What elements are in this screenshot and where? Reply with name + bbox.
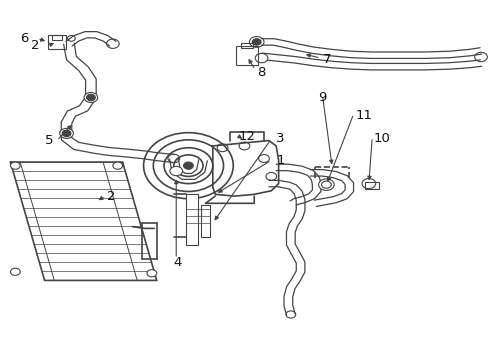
Text: 6: 6 [20, 32, 28, 45]
Circle shape [252, 39, 261, 45]
Circle shape [62, 130, 71, 136]
Text: 7: 7 [322, 53, 330, 66]
Circle shape [67, 36, 75, 41]
Circle shape [60, 129, 73, 138]
Text: 2: 2 [31, 39, 40, 52]
Circle shape [255, 53, 267, 63]
Circle shape [183, 162, 193, 169]
Circle shape [10, 162, 20, 169]
Text: 10: 10 [373, 132, 390, 145]
Bar [185, 194, 198, 244]
Text: 8: 8 [256, 66, 264, 79]
Bar [236, 45, 257, 65]
Circle shape [169, 166, 182, 176]
Circle shape [249, 37, 264, 47]
Text: 2: 2 [107, 190, 115, 203]
Bar [241, 43, 252, 48]
Bar [365, 182, 378, 189]
Text: 4: 4 [173, 256, 182, 269]
Circle shape [318, 179, 333, 190]
Circle shape [361, 179, 375, 189]
Circle shape [113, 162, 122, 169]
Text: 5: 5 [44, 134, 53, 147]
Text: 9: 9 [318, 91, 326, 104]
Bar [52, 35, 61, 40]
Text: 11: 11 [355, 109, 372, 122]
Circle shape [10, 268, 20, 275]
Circle shape [147, 270, 157, 277]
Circle shape [86, 94, 95, 101]
Bar [48, 35, 65, 49]
Circle shape [84, 93, 98, 103]
Text: 3: 3 [276, 132, 284, 145]
Text: 12: 12 [238, 130, 255, 144]
Text: 1: 1 [276, 154, 284, 167]
Bar [200, 205, 210, 237]
